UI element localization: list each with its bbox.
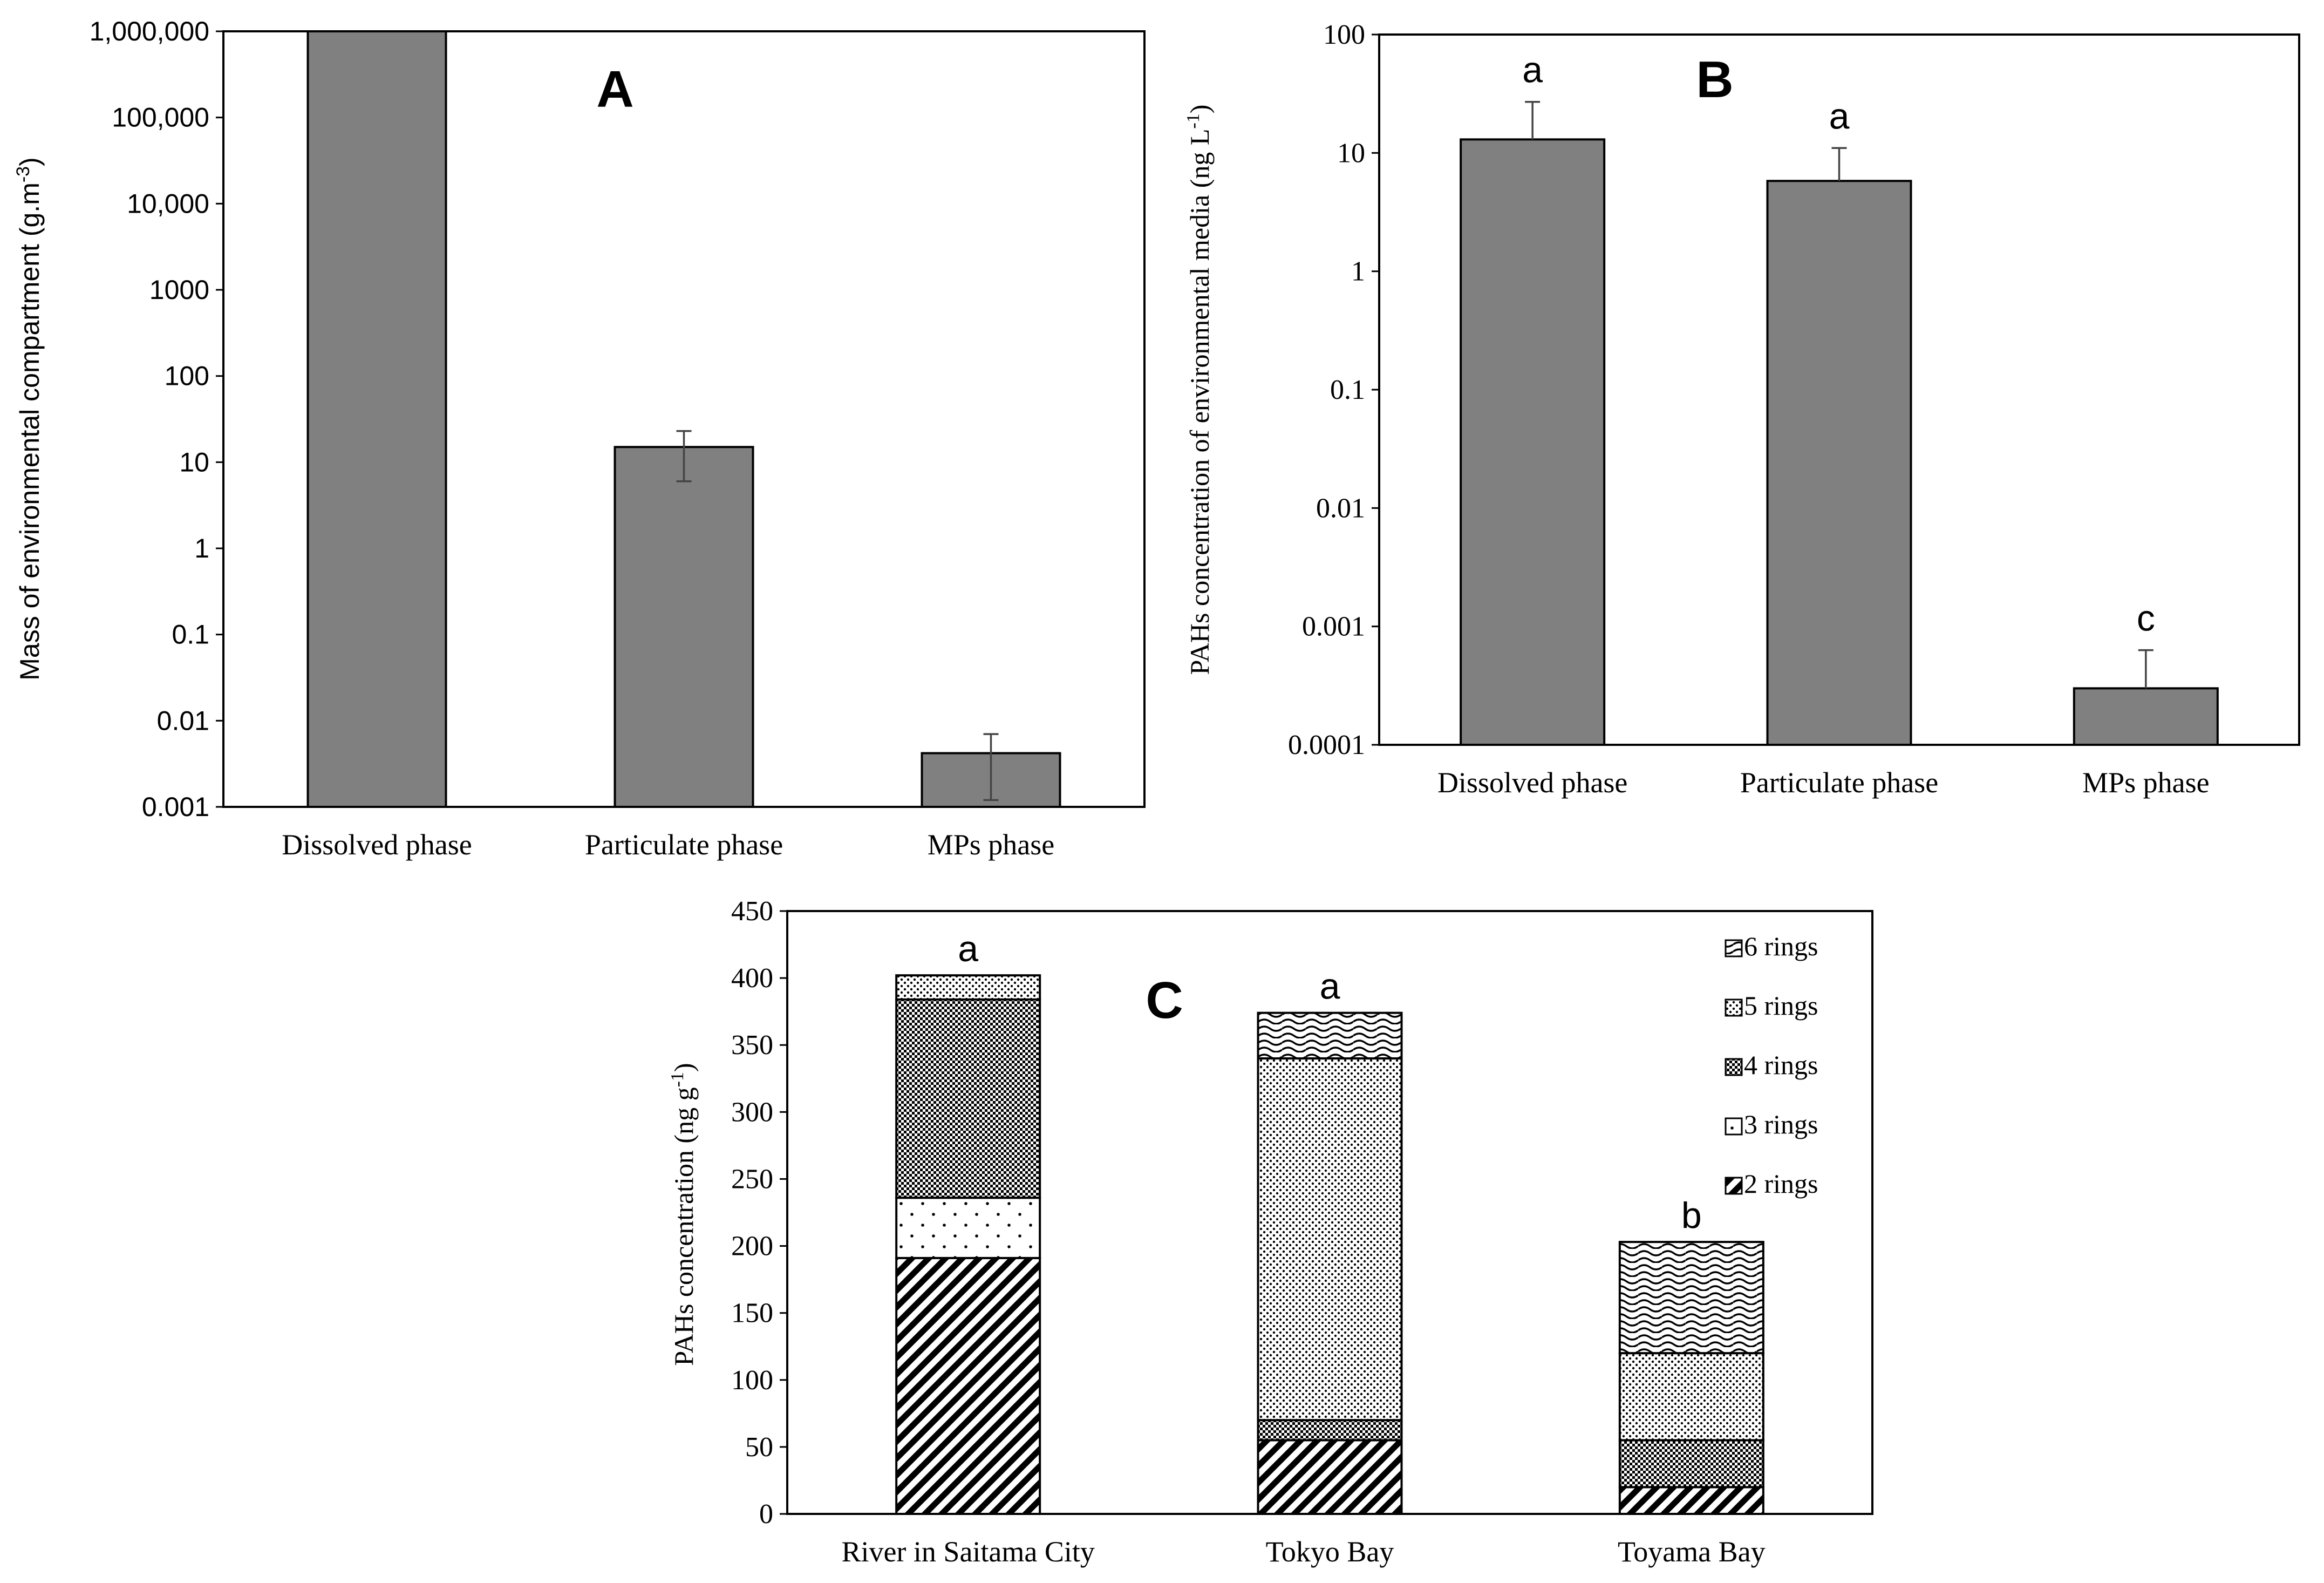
- x-category-label: Particulate phase: [1740, 766, 1938, 799]
- panel-c-categories: River in Saitama City Tokyo Bay Toyama Bay: [841, 1536, 1765, 1568]
- y-tick-label: 1,000,000: [90, 16, 209, 46]
- panel-b-bars: [1460, 138, 2219, 746]
- bar: [1766, 180, 1912, 746]
- legend-swatch: [1725, 1117, 1743, 1136]
- y-tick-label: 200: [731, 1231, 773, 1262]
- y-tick-label: 0.1: [1330, 375, 1365, 405]
- significance-letter: b: [1681, 1195, 1702, 1236]
- y-tick-label: 100,000: [112, 103, 209, 133]
- y-tick-label: 10,000: [127, 188, 209, 219]
- stacked-segment-6-rings: [1618, 1241, 1764, 1355]
- stacked-segment-6-rings: [1257, 1011, 1403, 1060]
- x-category-label: Toyama Bay: [1618, 1536, 1766, 1568]
- y-tick-label: 10: [1337, 138, 1365, 168]
- legend-entry: 3 rings: [1744, 1109, 1818, 1139]
- stacked-segment-5-rings: [895, 974, 1041, 1001]
- panel-c-legend: 6 rings 5 rings 4 rings 3 rings 2 rings: [1725, 931, 1818, 1199]
- legend-swatch: [1725, 1058, 1743, 1076]
- y-tick-label: 50: [745, 1432, 773, 1463]
- y-tick-label: 10: [179, 447, 209, 477]
- legend-swatch: [1725, 939, 1743, 957]
- panel-c-letter: C: [1146, 971, 1183, 1029]
- stacked-segment-5-rings: [1618, 1352, 1764, 1442]
- panel-a-y-ticks: 1,000,000 100,000 10,000 1000 100 10 1 0.1 0.01 0…: [90, 16, 223, 822]
- panel-c-y-ticks: 0 50 100 150 200 250 300 350 400 450: [731, 896, 787, 1530]
- legend-swatch: [1725, 998, 1743, 1017]
- panel-c: 0 50 100 150 200 250 300 350 400 450 a a b River in…: [667, 896, 1873, 1568]
- legend-entry: 2 rings: [1744, 1168, 1818, 1199]
- panel-a-letter: A: [596, 60, 633, 118]
- x-category-label: MPs phase: [928, 828, 1055, 861]
- y-tick-label: 100: [731, 1365, 773, 1396]
- x-category-label: Dissolved phase: [1437, 766, 1627, 799]
- panel-a: 1,000,000 100,000 10,000 1000 100 10 1 0.1 0.01 0…: [13, 16, 1146, 861]
- y-tick-label: 0: [759, 1499, 773, 1530]
- y-tick-label: 100: [1323, 19, 1365, 50]
- legend-entry: 5 rings: [1744, 990, 1818, 1021]
- bar: [614, 446, 754, 808]
- y-tick-label: 0.01: [157, 705, 209, 736]
- bar: [2073, 687, 2219, 746]
- legend-swatch: [1725, 1177, 1743, 1195]
- panel-b-significance-letters: a a c: [1522, 50, 2155, 639]
- panel-a-error-bars: [676, 430, 999, 801]
- panel-b: 100 10 1 0.1 0.01 0.001 0.0001 a a c Dissolved p…: [1183, 19, 2300, 799]
- significance-letter: a: [1522, 50, 1543, 91]
- y-tick-label: 250: [731, 1164, 773, 1194]
- x-category-label: Dissolved phase: [282, 828, 472, 861]
- x-category-label: Particulate phase: [585, 828, 783, 861]
- significance-letter: a: [958, 928, 978, 969]
- y-tick-label: 150: [731, 1298, 773, 1329]
- y-tick-label: 100: [165, 361, 209, 391]
- stacked-segment-2-rings: [1618, 1486, 1764, 1515]
- bar: [306, 30, 447, 808]
- panel-a-categories: Dissolved phase Particulate phase MPs phas…: [282, 828, 1054, 861]
- panel-c-y-axis-label: PAHs concentration (ng g-1): [667, 1063, 699, 1365]
- significance-letter: a: [1829, 96, 1850, 137]
- y-tick-label: 0.001: [1302, 612, 1365, 642]
- stacked-segment-4-rings: [1257, 1419, 1403, 1442]
- panel-b-error-bars: [1525, 100, 2153, 689]
- y-tick-label: 0.1: [172, 620, 209, 650]
- significance-letter: c: [2137, 598, 2155, 639]
- y-tick-label: 350: [731, 1030, 773, 1061]
- panel-a-y-axis-label: Mass of environmental compartment (g.m-3…: [13, 157, 45, 680]
- x-category-label: Tokyo Bay: [1266, 1536, 1394, 1568]
- panel-b-categories: Dissolved phase Particulate phase MPs phas…: [1437, 766, 2210, 799]
- y-tick-label: 1: [194, 533, 209, 563]
- panel-b-y-ticks: 100 10 1 0.1 0.01 0.001 0.0001: [1288, 19, 1379, 760]
- stacked-segment-4-rings: [895, 998, 1041, 1199]
- x-category-label: MPs phase: [2082, 766, 2210, 799]
- y-tick-label: 400: [731, 963, 773, 994]
- stacked-segment-2-rings: [895, 1256, 1041, 1515]
- bar: [1460, 138, 1606, 746]
- x-category-label: River in Saitama City: [841, 1536, 1094, 1568]
- y-tick-label: 1: [1351, 256, 1365, 287]
- y-tick-label: 450: [731, 896, 773, 927]
- y-tick-label: 0.001: [142, 792, 209, 822]
- y-tick-label: 1000: [149, 275, 209, 305]
- y-tick-label: 0.0001: [1288, 730, 1365, 760]
- panel-c-significance-letters: a a b: [958, 928, 1701, 1236]
- stacked-segment-2-rings: [1257, 1439, 1403, 1515]
- panel-c-stacked-bars: [895, 974, 1764, 1515]
- legend-entry: 4 rings: [1744, 1050, 1818, 1080]
- stacked-segment-3-rings: [895, 1197, 1041, 1259]
- stacked-segment-5-rings: [1257, 1057, 1403, 1422]
- legend-entry: 6 rings: [1744, 931, 1818, 961]
- y-tick-label: 0.01: [1316, 493, 1365, 524]
- significance-letter: a: [1320, 966, 1340, 1007]
- panel-b-y-axis-label: PAHs concentration of environmental medi…: [1183, 105, 1215, 675]
- y-tick-label: 300: [731, 1097, 773, 1127]
- panel-b-letter: B: [1696, 51, 1733, 108]
- stacked-segment-4-rings: [1618, 1439, 1764, 1489]
